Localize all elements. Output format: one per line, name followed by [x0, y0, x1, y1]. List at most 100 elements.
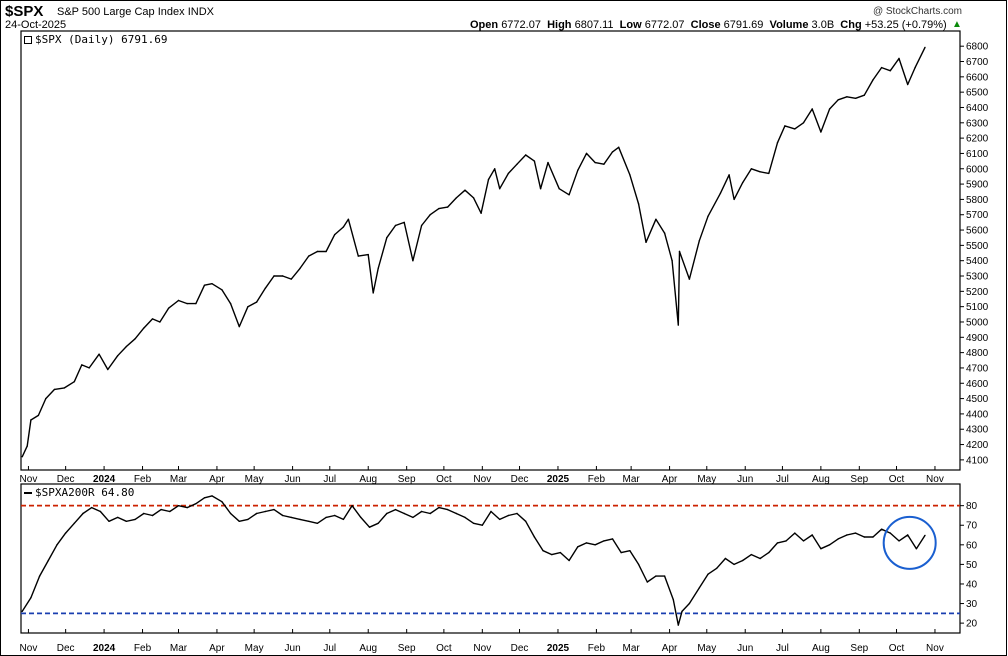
price-data-point [742, 181, 744, 184]
price-data-point [63, 387, 66, 389]
price-data-point [299, 267, 301, 270]
price-data-point [420, 224, 423, 227]
price-data-point [21, 456, 23, 458]
indicator-x-tick-label: Apr [209, 643, 225, 654]
indicator-data-point [863, 536, 865, 538]
indicator-data-point [446, 508, 449, 511]
price-x-tick-label: Sep [398, 474, 416, 485]
price-data-point [159, 321, 161, 323]
price-x-tick-label: Aug [812, 474, 830, 485]
indicator-y-tick-label: 60 [966, 540, 978, 551]
price-y-tick-label: 5800 [966, 195, 989, 206]
indicator-data-point [221, 501, 223, 503]
price-data-point [26, 445, 28, 447]
price-data-point [238, 325, 240, 328]
price-x-tick-label: Mar [623, 474, 641, 485]
price-data-point [794, 128, 796, 130]
indicator-data-point [768, 551, 770, 554]
indicator-data-point [211, 495, 213, 497]
indicator-data-point [99, 510, 102, 513]
price-y-tick-label: 4200 [966, 440, 989, 451]
price-data-point [688, 278, 691, 280]
indicator-x-tick-label: Aug [359, 643, 377, 654]
indicator-data-point [73, 522, 76, 524]
indicator-data-point [351, 505, 353, 507]
price-y-tick-label: 6800 [966, 42, 989, 53]
indicator-data-point [125, 520, 128, 522]
indicator-data-point [542, 550, 544, 552]
indicator-data-point [577, 546, 579, 548]
indicator-x-tick-label: May [697, 643, 716, 654]
price-y-tick-label: 5700 [966, 210, 989, 221]
price-data-point [629, 174, 631, 176]
indicator-x-tick-label: Sep [398, 643, 416, 654]
indicator-data-point [91, 506, 93, 509]
indicator-data-point [238, 520, 240, 522]
price-data-point [698, 240, 700, 242]
price-data-point [403, 221, 405, 224]
price-x-tick-label: Oct [889, 474, 905, 485]
indicator-data-point [551, 553, 553, 556]
indicator-data-point [21, 610, 23, 613]
indicator-data-point [464, 516, 466, 519]
price-data-point [499, 188, 501, 190]
high-value: 6807.11 [574, 19, 614, 31]
indicator-x-tick-label: Jun [285, 643, 301, 654]
indicator-data-point [924, 534, 926, 537]
indicator-y-tick-label: 80 [966, 501, 978, 512]
chg-label: Chg [840, 19, 862, 31]
price-data-point [394, 224, 397, 227]
price-data-point [677, 324, 679, 326]
indicator-data-point [177, 505, 180, 507]
price-data-point [372, 292, 374, 294]
indicator-data-point [750, 553, 753, 556]
indicator-data-point [525, 520, 527, 522]
price-legend: $SPX (Daily) 6791.69 [24, 33, 167, 46]
indicator-data-point [282, 514, 284, 517]
indicator-data-point [611, 538, 614, 540]
price-data-point [282, 275, 284, 277]
price-data-point [637, 203, 640, 205]
indicator-data-point [151, 514, 154, 517]
price-data-point [429, 214, 431, 216]
indicator-data-point [637, 563, 640, 566]
indicator-data-point [707, 573, 709, 575]
indicator-data-point [568, 559, 570, 562]
price-y-tick-label: 4800 [966, 348, 989, 359]
stockcharts-credit[interactable]: @ StockCharts.com [872, 6, 962, 17]
price-data-point [577, 169, 579, 171]
indicator-data-point [854, 532, 857, 534]
price-data-point [678, 250, 681, 253]
chg-value: +53.25 (+0.79%) [864, 19, 947, 31]
price-data-point [117, 355, 119, 357]
price-data-point [618, 146, 620, 148]
indicator-x-tick-label: Feb [588, 643, 606, 654]
price-data-point [728, 174, 730, 176]
price-y-tick-label: 4100 [966, 455, 989, 466]
price-y-tick-label: 6700 [966, 57, 989, 68]
price-x-tick-label: Jun [285, 474, 301, 485]
price-data-point [81, 364, 83, 366]
indicator-panel-frame [20, 483, 961, 634]
price-data-point [719, 192, 722, 194]
price-data-point [768, 172, 770, 175]
indicator-data-point [481, 524, 483, 526]
price-y-tick-label: 6400 [966, 103, 989, 114]
indicator-x-tick-label: Oct [889, 643, 905, 654]
indicator-data-point [377, 522, 379, 524]
price-y-tick-label: 5400 [966, 256, 989, 267]
price-y-tick-label: 5200 [966, 287, 989, 298]
price-y-tick-label: 5600 [966, 226, 989, 237]
open-label: Open [470, 19, 499, 31]
indicator-data-point [820, 548, 822, 550]
price-data-point [837, 99, 839, 101]
indicator-data-point [585, 542, 588, 544]
quote-bar: Open 6772.07 High 6807.11 Low 6772.07 Cl… [470, 19, 947, 31]
price-data-point [195, 302, 197, 305]
price-data-point [455, 197, 457, 199]
indicator-data-point [56, 544, 58, 546]
indicator-data-point [698, 587, 700, 589]
indicator-data-point [117, 516, 119, 519]
price-data-point [655, 218, 657, 220]
